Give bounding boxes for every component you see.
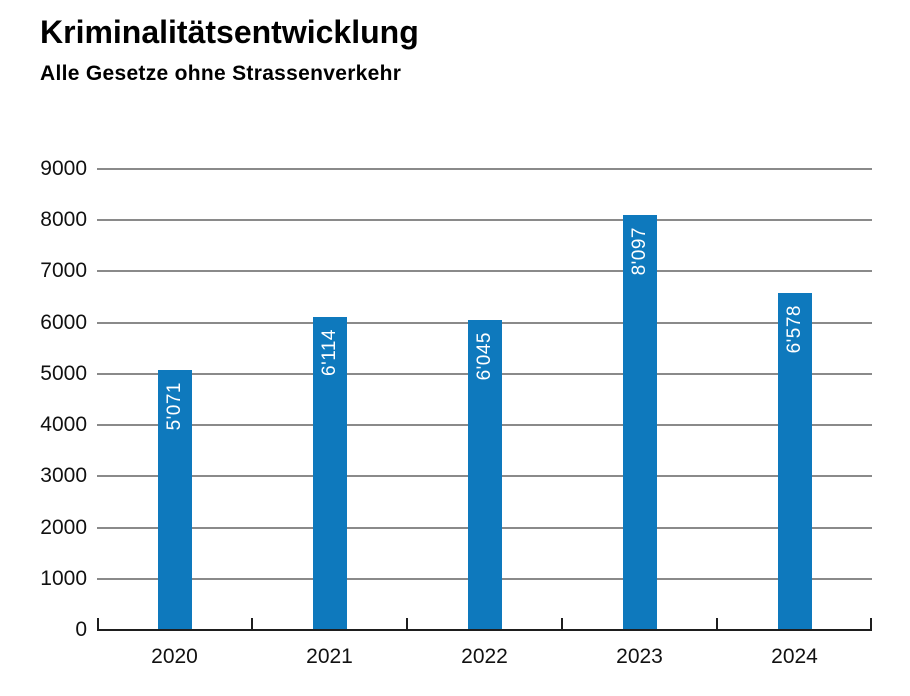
y-tick-label: 8000 [40, 208, 87, 232]
x-axis-tick [716, 618, 718, 630]
y-tick-label: 5000 [40, 361, 87, 385]
x-axis-tick [97, 618, 99, 630]
y-tick-label: 4000 [40, 413, 87, 437]
x-axis-line [97, 629, 872, 631]
bar-value-label: 6'045 [473, 332, 495, 381]
x-axis-tick [870, 618, 872, 630]
chart-subtitle: Alle Gesetze ohne Strassenverkehr [40, 62, 402, 85]
gridline [97, 168, 872, 170]
bar-value-label: 6'578 [783, 305, 805, 354]
x-axis-tick [406, 618, 408, 630]
bar: 6'578 [777, 293, 812, 630]
x-axis-label: 2020 [151, 645, 198, 668]
chart-title: Kriminalitätsentwicklung [40, 14, 419, 50]
y-tick-label: 2000 [40, 515, 87, 539]
y-tick-label: 7000 [40, 259, 87, 283]
y-tick-label: 1000 [40, 566, 87, 590]
y-tick-label: 3000 [40, 464, 87, 488]
y-tick-label: 6000 [40, 310, 87, 334]
bar: 6'045 [467, 320, 502, 630]
x-axis-label: 2022 [461, 645, 508, 668]
bar-value-label: 8'097 [628, 227, 650, 276]
bar: 6'114 [312, 316, 347, 630]
gridline [97, 270, 872, 273]
y-axis-labels: 0 1000 2000 3000 4000 5000 6000 7000 8000 9000 [0, 158, 87, 641]
x-axis-label: 2024 [771, 645, 818, 668]
x-axis-labels: 2020 2021 2022 2023 2024 [97, 646, 872, 670]
x-axis-label: 2021 [306, 645, 353, 668]
x-axis-tick [561, 618, 563, 630]
y-tick-label: 9000 [40, 157, 87, 180]
plot-area: 5'071 6'114 6'045 8'097 6'578 [97, 168, 872, 631]
bar: 5'071 [157, 370, 192, 630]
x-axis-label: 2023 [616, 645, 663, 668]
bar-value-label: 5'071 [163, 382, 185, 431]
bar-value-label: 6'114 [318, 328, 340, 376]
gridline [97, 219, 872, 222]
y-tick-label: 0 [75, 618, 87, 641]
bar: 8'097 [622, 215, 657, 630]
x-axis-tick [251, 618, 253, 630]
